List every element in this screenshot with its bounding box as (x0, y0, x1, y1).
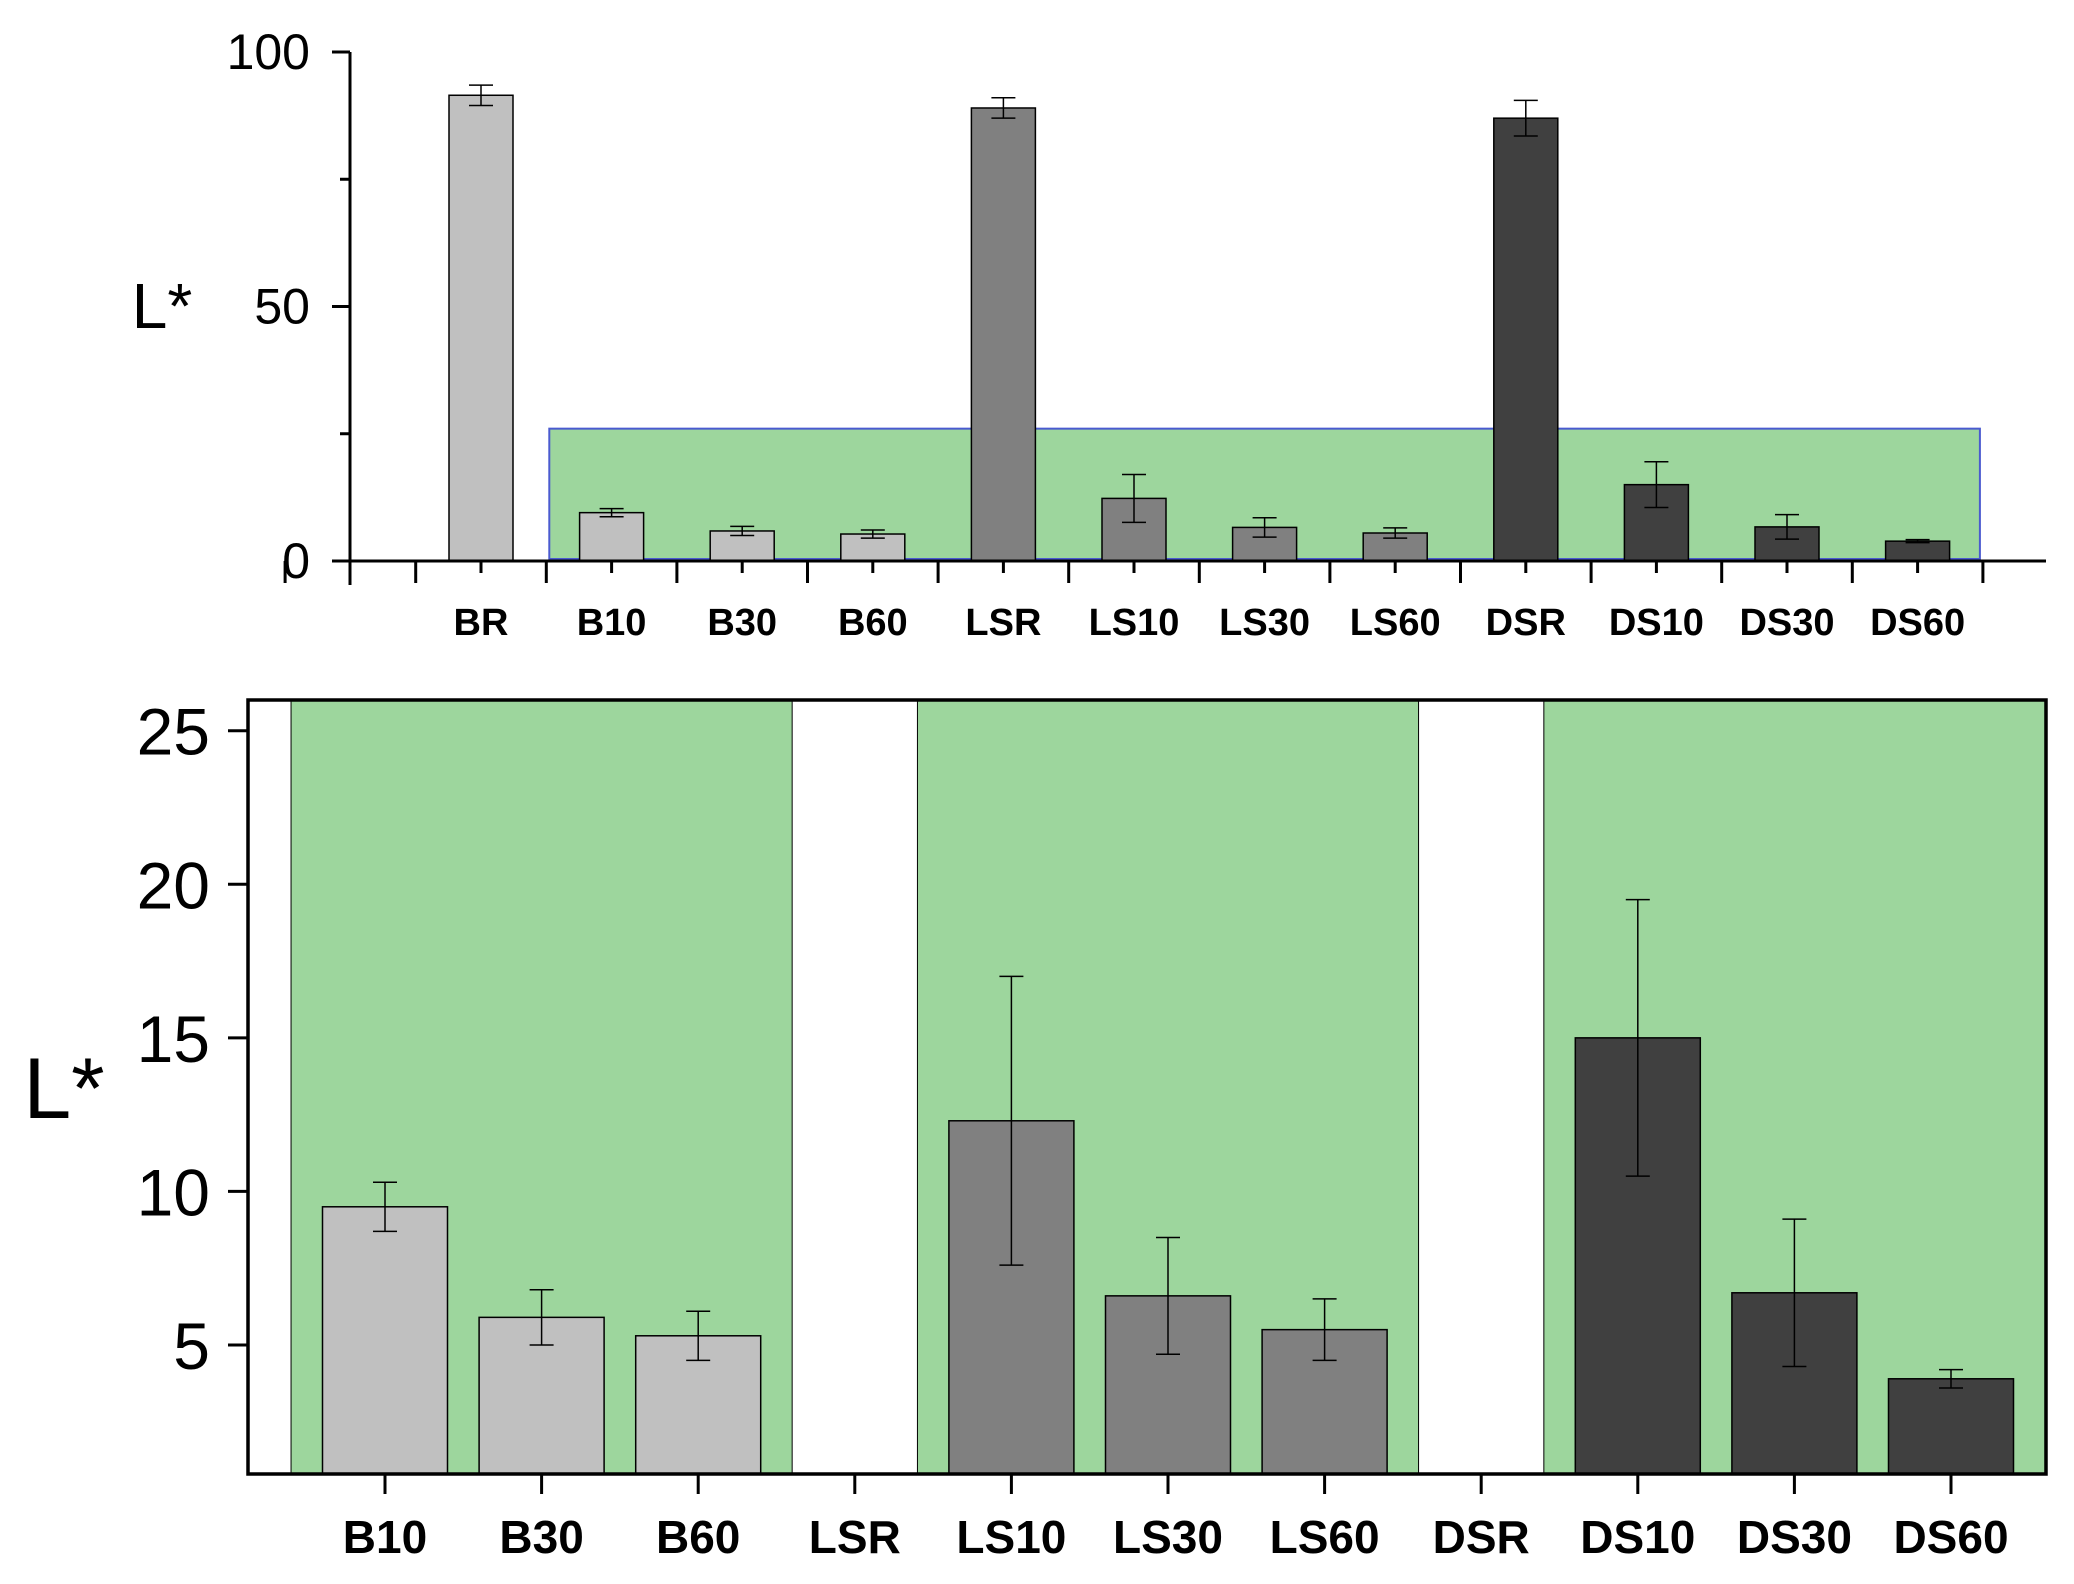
error-bar-B30 (730, 525, 755, 537)
x-tick-label-B30: B30 (707, 602, 777, 644)
error-bar-B10 (373, 1181, 397, 1233)
top-panel: 0 50 100 BR B10 B30 B60 LSR LS10 LS30 LS60 DSR DS10 D… (132, 24, 2046, 644)
x-tick-label-DS30: DS30 (1737, 1511, 1852, 1563)
x-tick-label-LS60: LS60 (1350, 602, 1441, 644)
error-bar-B30 (529, 1288, 554, 1346)
error-bar-DS60 (1939, 1368, 1963, 1389)
error-bar-LSR (991, 97, 1016, 119)
bar-BR (448, 94, 514, 562)
error-bar-LS10 (1122, 473, 1146, 524)
x-tick-label-LS60: LS60 (1270, 1511, 1380, 1563)
x-tick-label-DS60: DS60 (1893, 1511, 2008, 1563)
x-tick-label-LS30: LS30 (1113, 1511, 1223, 1563)
error-bar-LS30 (1252, 516, 1277, 538)
error-bar-DS60 (1905, 538, 1930, 544)
error-bar-LS30 (1156, 1236, 1180, 1355)
error-bar-DS30 (1775, 513, 1799, 540)
error-bar-DSR (1513, 99, 1538, 137)
error-bar-LS60 (1312, 1298, 1337, 1362)
y-tick-label: 25 (137, 695, 210, 769)
x-tick-label-LS10: LS10 (956, 1511, 1066, 1563)
x-tick-label-LS30: LS30 (1219, 602, 1310, 644)
y-tick-label: 5 (173, 1309, 210, 1383)
x-tick-label-LSR: LSR (809, 1511, 901, 1563)
x-tick-label-B10: B10 (577, 602, 647, 644)
bar-DS60 (1887, 1378, 2015, 1475)
x-tick-label-B10: B10 (343, 1511, 427, 1563)
bar-DSR (1493, 117, 1559, 562)
error-bar-B60 (860, 529, 885, 539)
error-bar-LS60 (1383, 527, 1408, 539)
y-tick-label: 20 (137, 848, 210, 922)
bar-DS60 (1884, 540, 1951, 562)
x-tick-label-DSR: DSR (1433, 1511, 1530, 1563)
error-bar-BR (469, 84, 493, 107)
error-bar-DS10 (1644, 460, 1669, 509)
y-axis-label: L* (23, 1041, 104, 1137)
x-tick-label-DS30: DS30 (1739, 602, 1834, 644)
x-tick-label-B60: B60 (656, 1511, 740, 1563)
error-bar-DS30 (1782, 1218, 1807, 1368)
bar-B10 (578, 511, 645, 562)
plot-frame (246, 698, 2048, 1476)
y-axis-label: L* (132, 270, 193, 342)
y-tick-label: 10 (137, 1155, 210, 1229)
error-bar-B60 (686, 1310, 711, 1362)
x-tick-label-B30: B30 (499, 1511, 583, 1563)
y-tick-label: 0 (282, 533, 310, 589)
x-tick-label-DS60: DS60 (1870, 602, 1965, 644)
y-tick-label: 100 (227, 24, 310, 80)
x-tick-label-LS10: LS10 (1089, 602, 1180, 644)
x-tick-label-B60: B60 (838, 602, 908, 644)
x-tick-label-BR: BR (454, 602, 509, 644)
bar-B10 (321, 1206, 449, 1475)
x-tick-label-LSR: LSR (965, 602, 1041, 644)
y-tick-label: 15 (137, 1002, 210, 1076)
x-tick-label-DS10: DS10 (1609, 602, 1704, 644)
x-tick-label-DS10: DS10 (1580, 1511, 1695, 1563)
x-tick-label-DSR: DSR (1486, 602, 1566, 644)
y-tick-label: 50 (254, 279, 310, 335)
error-bar-B10 (599, 507, 624, 518)
error-bar-LS10 (999, 975, 1024, 1266)
bar-LSR (970, 107, 1037, 562)
bottom-panel: 5 10 15 20 25 B10 B30 B60 LSR LS10 LS30 LS60 DSR DS10… (23, 695, 2048, 1563)
error-bar-DS10 (1625, 898, 1650, 1177)
